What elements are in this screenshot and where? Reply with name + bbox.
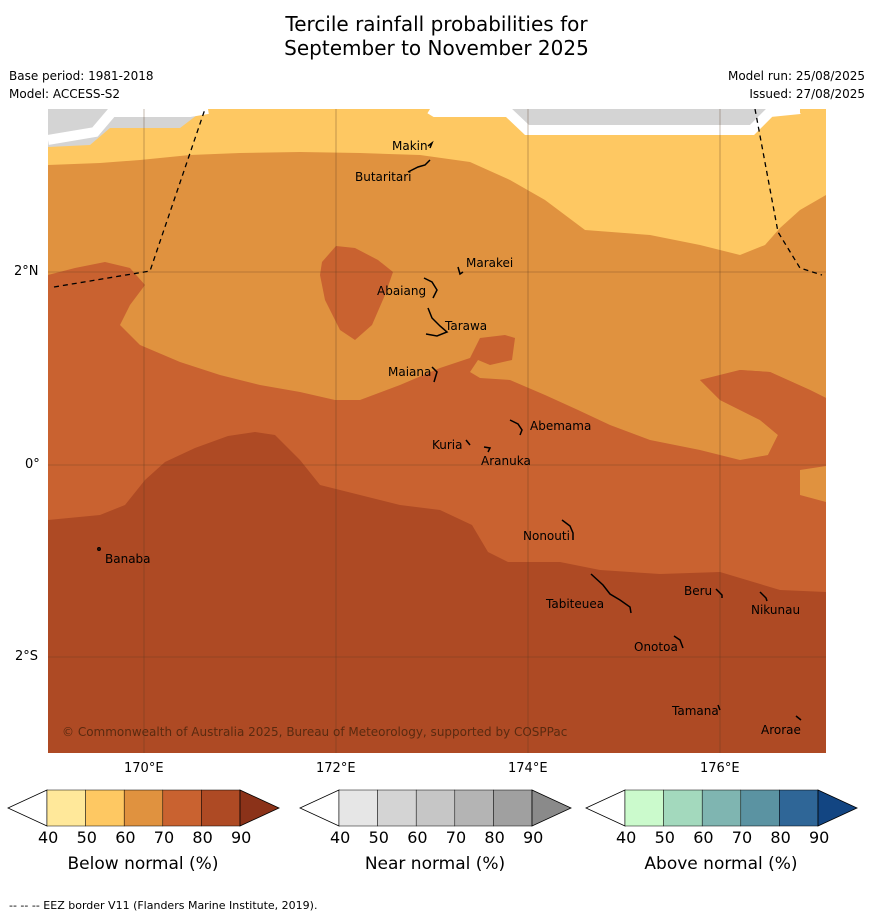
model-run: Model run: 25/08/2025: [727, 69, 865, 83]
label-banaba: Banaba: [105, 552, 151, 566]
colorbar-near-segment: [415, 789, 456, 827]
colorbar-near-extend-low: [299, 789, 340, 827]
lon-label-176: 176°E: [700, 761, 740, 776]
colorbar-above-extend-high: [817, 789, 858, 827]
label-nonouti: Nonouti: [523, 529, 570, 543]
colorbar-above-tick: 60: [693, 828, 714, 847]
eez-border-west: [53, 109, 206, 288]
lon-label-172: 172°E: [316, 761, 356, 776]
colorbar-near-segment: [454, 789, 494, 827]
title-line-1: Tercile rainfall probabilities for: [285, 12, 588, 36]
label-arorae: Arorae: [761, 723, 801, 737]
colorbar-above-extend-low: [585, 789, 626, 827]
region-below-50: [48, 109, 826, 255]
label-maiana: Maiana: [388, 365, 432, 379]
colorbar-near-tick: 40: [330, 828, 351, 847]
lat-label-2n: 2°N: [14, 264, 39, 279]
colorbars: [7, 789, 858, 827]
colorbar-below-tick: 90: [231, 828, 252, 847]
colorbar-above-tick: 90: [809, 828, 830, 847]
lat-label-2s: 2°S: [15, 649, 39, 664]
island-shapes: [97, 140, 802, 721]
label-tarawa: Tarawa: [445, 319, 488, 333]
colorbar-near-tick: 50: [368, 828, 389, 847]
colorbar-near-segment: [338, 789, 378, 827]
base-period: Base period: 1981-2018: [9, 69, 154, 83]
colorbar-near-tick: 80: [484, 828, 505, 847]
colorbar-above-tick: 80: [770, 828, 791, 847]
region-below-70-east: [700, 370, 826, 470]
label-beru: Beru: [684, 584, 713, 598]
map-title: Tercile rainfall probabilities for Septe…: [0, 12, 873, 60]
colorbar-above-tick: 70: [731, 828, 753, 847]
meta-left: Base period: 1981-2018 Model: ACCESS-S2: [9, 67, 154, 103]
colorbar-above-segment: [701, 789, 742, 827]
colorbar-below-segment: [201, 789, 241, 827]
colorbar-title-above: Above normal (%): [644, 854, 798, 874]
meta-right: Model run: 25/08/2025 Issued: 27/08/2025: [728, 67, 865, 103]
region-below-70-intrusion: [320, 246, 393, 340]
colorbar-below-segment: [162, 789, 202, 827]
region-below-60-east: [800, 466, 826, 502]
eez-border-east: [754, 109, 823, 276]
label-tabiteuea: Tabiteuea: [546, 597, 605, 611]
colorbar-above-tick: 40: [616, 828, 637, 847]
label-butaritari: Butaritari: [355, 170, 412, 184]
colorbar-below-tick: 80: [192, 828, 213, 847]
colorbar-near-tick: 90: [523, 828, 544, 847]
footer-note: -- -- -- EEZ border V11 (Flanders Marine…: [9, 899, 318, 912]
colorbar-title-near: Near normal (%): [364, 854, 506, 874]
near-normal-edge: [48, 109, 209, 145]
label-abaiang: Abaiang: [377, 284, 427, 298]
colorbar-below-segment: [46, 789, 86, 827]
colorbar-below-extend-low: [7, 789, 48, 827]
label-tamana: Tamana: [672, 704, 719, 718]
colorbar-near-extend-high: [531, 789, 572, 827]
colorbar-above-segment: [740, 789, 780, 827]
label-onotoa: Onotoa: [634, 640, 678, 654]
lat-label-0: 0°: [25, 457, 40, 472]
colorbar-below-segment: [85, 789, 125, 827]
copyright-notice: © Commonwealth of Australia 2025, Bureau…: [62, 725, 568, 739]
label-marakei: Marakei: [466, 256, 514, 270]
colorbar-below-tick: 60: [115, 828, 136, 847]
colorbar-title-below: Below normal (%): [67, 854, 219, 874]
graticule: [48, 109, 826, 753]
colorbar-near-segment: [493, 789, 533, 827]
colorbar-above-segment: [663, 789, 703, 827]
colorbar-below-tick: 40: [38, 828, 59, 847]
lon-label-174: 174°E: [508, 761, 548, 776]
colorbar-above-tick: 50: [654, 828, 675, 847]
label-nikunau: Nikunau: [751, 603, 801, 617]
colorbar-below-tick: 70: [153, 828, 175, 847]
lon-label-170: 170°E: [124, 761, 164, 776]
probability-field: [48, 109, 826, 753]
colorbar-below-segment: [123, 789, 164, 827]
colorbar-near-tick: 70: [445, 828, 467, 847]
colorbar-below-extend-high: [239, 789, 280, 827]
label-makin: Makin: [392, 139, 428, 153]
colorbar-above-segment: [624, 789, 664, 827]
label-abemama: Abemama: [530, 419, 592, 433]
label-aranuka: Aranuka: [481, 454, 531, 468]
issued-date: Issued: 27/08/2025: [749, 87, 865, 101]
model-name: Model: ACCESS-S2: [9, 87, 121, 101]
near-normal-edge-2: [427, 109, 801, 135]
colorbar-above-segment: [779, 789, 819, 827]
title-line-2: September to November 2025: [284, 36, 589, 60]
colorbar-below-tick: 50: [76, 828, 97, 847]
colorbar-near-segment: [377, 789, 417, 827]
label-kuria: Kuria: [432, 438, 463, 452]
region-near-normal-2: [420, 109, 770, 128]
colorbar-near-tick: 60: [407, 828, 428, 847]
